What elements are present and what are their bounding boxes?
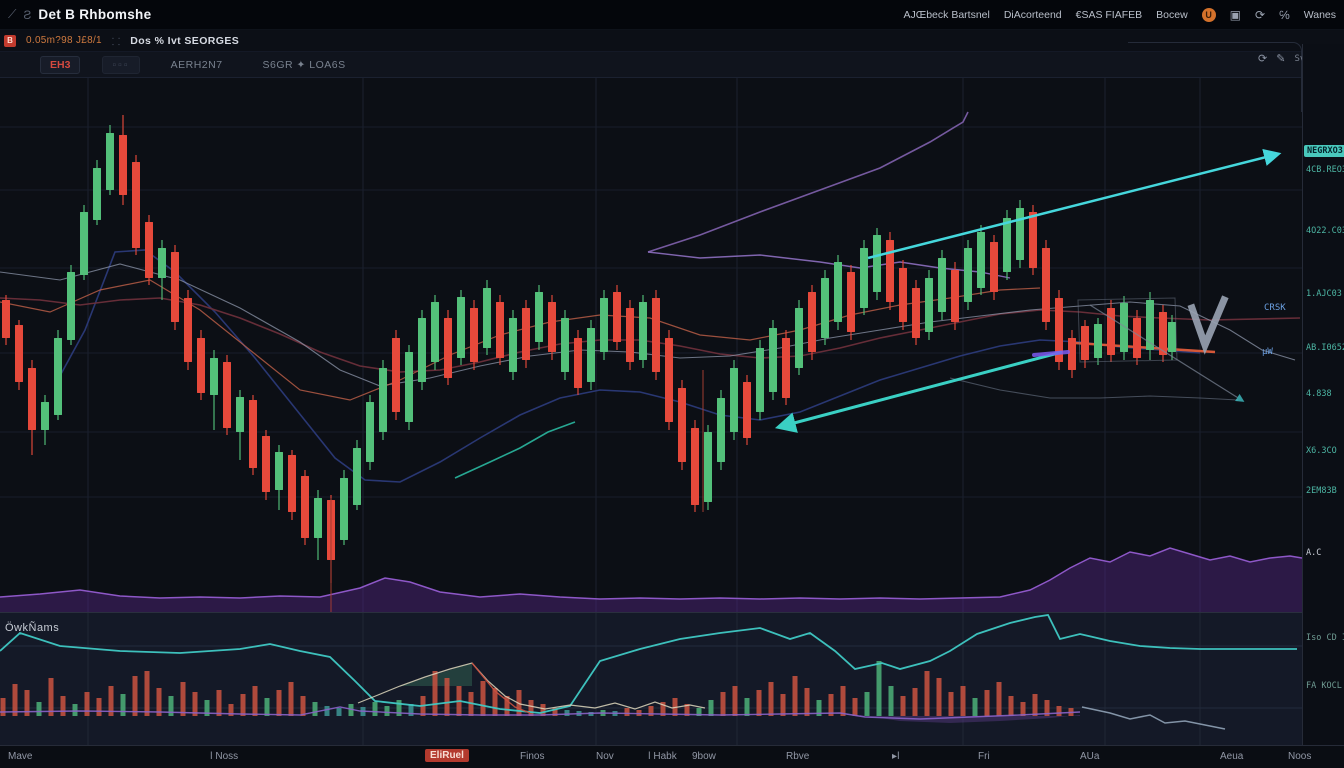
time-label: Mave bbox=[8, 751, 33, 762]
menu-item-4[interactable]: Bocew bbox=[1156, 8, 1188, 21]
time-label: 9bow bbox=[692, 751, 716, 762]
time-label: ▸ǀ bbox=[892, 751, 900, 762]
refresh-icon[interactable]: ⟳ bbox=[1258, 53, 1268, 65]
chart-price-flag: CRSK bbox=[1264, 303, 1286, 313]
tail-steel bbox=[1081, 706, 1226, 730]
indicator-pane bbox=[0, 612, 1302, 746]
signal-red bbox=[471, 662, 531, 714]
symbol-info-bar: B 0.05m?98 J£8/1 ⸬ Dos % Ivt SEORGES bbox=[0, 30, 1344, 52]
trendline-support bbox=[774, 350, 1063, 433]
share-icon[interactable]: ⟳ bbox=[1255, 7, 1266, 22]
indicator-purple bbox=[0, 706, 1081, 720]
line-tool-icon[interactable]: ⟋ bbox=[8, 7, 17, 21]
price-label: X6.3CO bbox=[1306, 446, 1337, 456]
purple-rising bbox=[647, 111, 969, 253]
price-label: 4O22.C03 bbox=[1306, 226, 1344, 236]
price-label: 2EM83B bbox=[1306, 486, 1337, 496]
drag-dots-icon: ⸬ bbox=[111, 36, 121, 48]
pencil-icon[interactable]: ✎ bbox=[1276, 53, 1286, 65]
time-axis[interactable]: Mave ǀ Noss EliRuel Finos Nov ǀ Habk 9bow Rbve ▸… bbox=[0, 745, 1344, 768]
indicator-teal bbox=[0, 614, 1297, 714]
time-label: Aeua bbox=[1220, 751, 1244, 762]
ma-navy bbox=[54, 249, 1201, 483]
indicator-title: ÖwkÑams bbox=[5, 622, 60, 634]
time-label: Finos bbox=[520, 751, 545, 762]
price-label: NEGRXO3 bbox=[1304, 145, 1344, 157]
time-label: AUa bbox=[1080, 751, 1100, 762]
ghost-chip[interactable]: ▫▫▫ bbox=[102, 55, 140, 74]
v-mark bbox=[1187, 295, 1229, 355]
curve-tool-icon[interactable]: Ƨ bbox=[23, 7, 32, 22]
price-label: 4CB.REO3 bbox=[1306, 165, 1344, 175]
time-label: ǀ Habk bbox=[648, 751, 677, 762]
price-label: 4.838 bbox=[1306, 389, 1332, 399]
symbol-code: 0.05m?98 J£8/1 bbox=[26, 35, 102, 46]
time-label: Rbve bbox=[786, 751, 810, 762]
price-label: AB.I0652 bbox=[1306, 343, 1344, 353]
signal-white bbox=[357, 662, 706, 710]
gray-swoosh bbox=[949, 377, 1239, 401]
symbol-logo[interactable]: B bbox=[4, 34, 16, 47]
price-label: FA KOCL bbox=[1306, 681, 1342, 691]
menu-trailing-text[interactable]: Wanes bbox=[1303, 8, 1336, 21]
teal-ema bbox=[454, 421, 576, 479]
breakdown-arrow bbox=[1089, 304, 1245, 402]
price-axis[interactable]: NEGRXO3 4CB.REO3 4O22.C03 1.AJC03 AB.I0652 4.… bbox=[1302, 44, 1344, 745]
percent-icon[interactable]: ℅ bbox=[1279, 7, 1290, 22]
price-label: A.C bbox=[1306, 548, 1322, 558]
menu-item-1[interactable]: AJŒbeck Bartsnel bbox=[903, 8, 990, 21]
price-label: Iso CD I bbox=[1306, 633, 1344, 643]
menu-item-3[interactable]: €SAS FIAFEB bbox=[1075, 8, 1143, 21]
chart-toolbar: EH3 ▫▫▫ AERH2N7 S6GR ✦ LOA6S bbox=[0, 52, 1344, 78]
indicator-canvas[interactable] bbox=[0, 613, 1302, 746]
market-label: Dos % Ivt SEORGES bbox=[130, 34, 240, 47]
time-label: EliRuel bbox=[425, 749, 469, 762]
symbol-title: Det B Rhbomshe bbox=[38, 7, 152, 22]
menu-item-2[interactable]: DiAcorteend bbox=[1003, 8, 1062, 21]
tab-active[interactable]: EH3 bbox=[40, 55, 81, 74]
top-navbar: ⟋ Ƨ Det B Rhbomshe AJŒbeck Bartsnel DiAc… bbox=[0, 0, 1344, 30]
user-avatar[interactable]: U bbox=[1201, 7, 1216, 22]
time-label: Nov bbox=[596, 751, 614, 762]
ma-steel bbox=[0, 263, 1296, 387]
time-label: Noos bbox=[1288, 751, 1312, 762]
trendline-up bbox=[867, 148, 1282, 260]
toolbar-button-2[interactable]: S6GR ✦ LOA6S bbox=[262, 58, 346, 71]
panel-icon[interactable]: ▣ bbox=[1229, 7, 1242, 22]
main-chart-canvas[interactable] bbox=[0, 78, 1302, 612]
main-chart-pane bbox=[0, 78, 1302, 612]
time-label: ǀ Noss bbox=[210, 751, 239, 762]
time-label: Fri bbox=[978, 751, 990, 762]
chart-price-flag: µW bbox=[1262, 347, 1273, 357]
price-label: 1.AJC03 bbox=[1306, 289, 1342, 299]
toolbar-button-1[interactable]: AERH2N7 bbox=[170, 58, 223, 71]
